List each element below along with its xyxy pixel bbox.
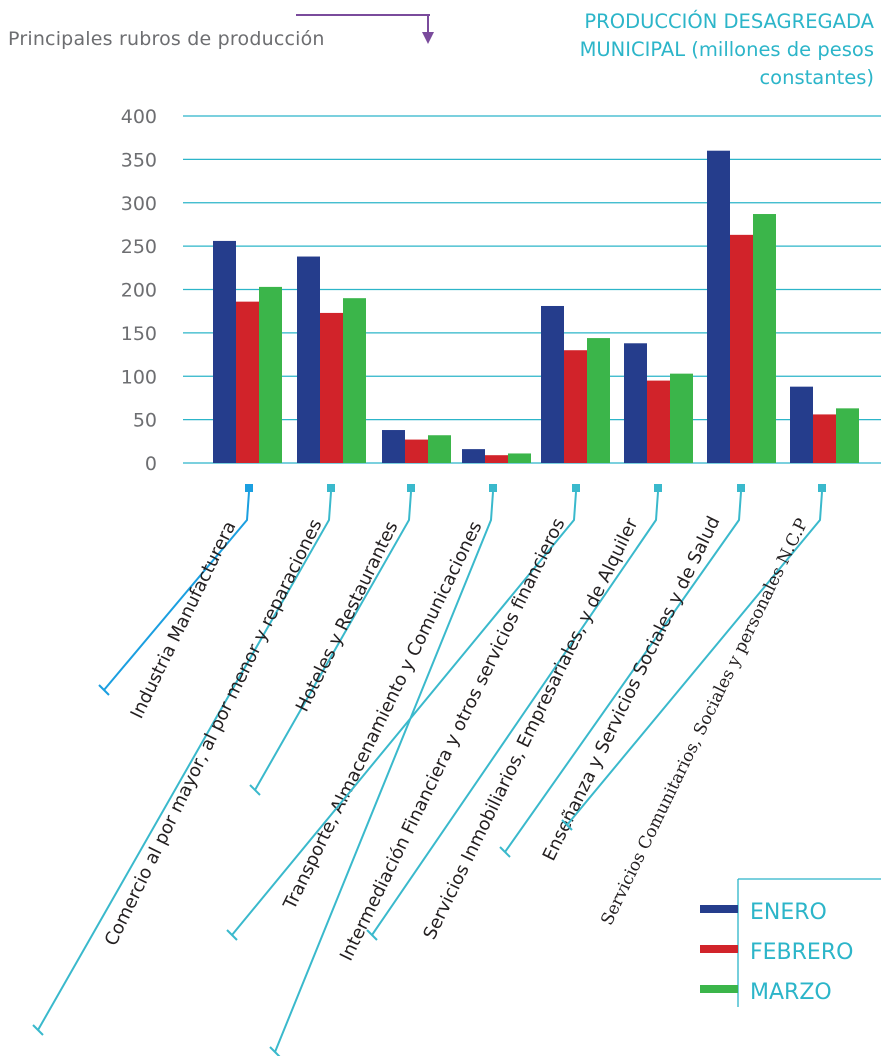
category-leader-tick (366, 929, 378, 941)
category-marker (654, 484, 662, 492)
arrow-line (296, 14, 430, 16)
y-tick-label: 50 (133, 410, 157, 432)
category-label: Enseñanza y Servicios Sociales y de Salu… (539, 513, 725, 864)
bar (624, 343, 647, 463)
category-leader-tick (561, 819, 573, 831)
bar (320, 312, 343, 463)
category-leader-line (37, 491, 332, 1031)
category-leader-line (371, 491, 659, 936)
y-tick-label: 150 (121, 323, 157, 345)
bar (813, 414, 836, 463)
bar (297, 256, 320, 463)
category-leader-tick (32, 1024, 44, 1036)
arrow-stem (427, 14, 429, 34)
bar (382, 430, 405, 463)
bar (405, 439, 428, 463)
category-label: Servicios Comunitarios, Sociales y perso… (597, 515, 812, 928)
chart-title: PRODUCCIÓN DESAGREGADA MUNICIPAL (millon… (579, 10, 874, 89)
category-leader-tick (269, 1046, 281, 1056)
legend-label: FEBRERO (750, 940, 853, 965)
y-tick-label: 100 (121, 366, 157, 388)
chart-subtitle: Principales rubros de producción (8, 28, 325, 50)
category-leader-line (231, 491, 577, 936)
bar (753, 214, 776, 463)
y-tick-label: 350 (121, 149, 157, 171)
bar (564, 350, 587, 463)
category-leader-line (566, 491, 823, 826)
category-marker (327, 484, 335, 492)
y-tick-label: 0 (145, 453, 157, 475)
bar (462, 449, 485, 463)
category-marker (737, 484, 745, 492)
category-marker (407, 484, 415, 492)
y-tick-label: 250 (121, 236, 157, 258)
category-leader-tick (249, 784, 261, 796)
bar (670, 373, 693, 463)
legend-label: ENERO (750, 900, 827, 925)
bar (508, 453, 531, 463)
bar (259, 286, 282, 463)
category-marker (489, 484, 497, 492)
bar (541, 305, 564, 463)
arrow-down-icon (422, 32, 434, 44)
category-leader-line (103, 491, 250, 691)
bar (343, 298, 366, 463)
bar (647, 380, 670, 463)
bar (485, 455, 508, 463)
bar (587, 338, 610, 463)
bar (428, 435, 451, 463)
bar (707, 150, 730, 463)
category-marker (245, 484, 253, 492)
category-leader-tick (499, 846, 511, 858)
category-leader-tick (98, 684, 110, 696)
bar (836, 408, 859, 463)
category-leader-line (504, 491, 742, 853)
y-tick-label: 200 (121, 280, 157, 302)
y-tick-label: 400 (121, 106, 157, 128)
category-marker (818, 484, 826, 492)
y-tick-label: 300 (121, 193, 157, 215)
bar (236, 301, 259, 463)
bar (213, 240, 236, 463)
bar (730, 234, 753, 463)
bar (790, 386, 813, 463)
category-leader-line (254, 491, 412, 791)
category-marker (572, 484, 580, 492)
category-leader-tick (226, 929, 238, 941)
category-leader-line (274, 491, 494, 1053)
legend-label: MARZO (750, 980, 832, 1005)
